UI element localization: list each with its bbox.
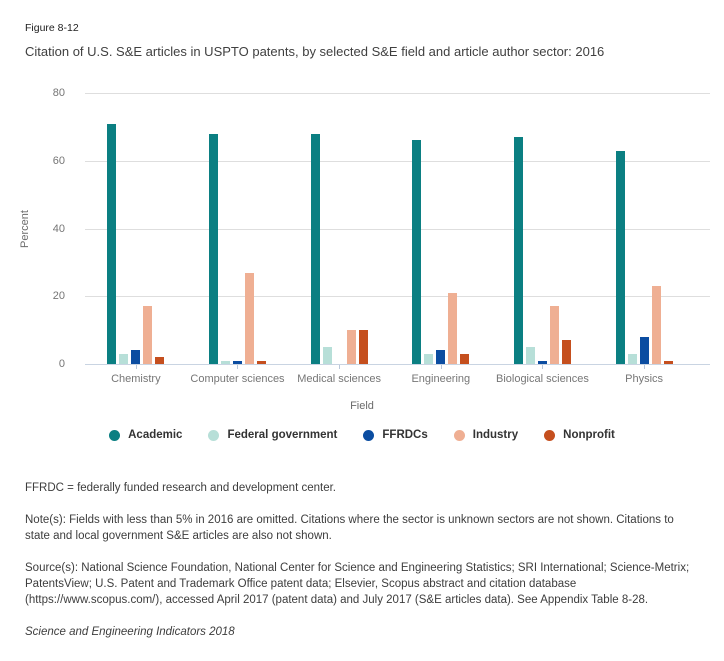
legend-marker-academic xyxy=(109,429,121,441)
bar-group-engineering: Engineering xyxy=(411,93,470,385)
bar-group-biological-sciences: Biological sciences xyxy=(496,93,589,385)
bars-chemistry xyxy=(107,93,165,364)
bar-groups: Chemistry Computer sciences Medical scienc… xyxy=(85,93,695,385)
y-tick-label-40: 40 xyxy=(52,222,65,235)
legend-marker-nonprofit xyxy=(544,429,556,441)
legend-label-ffrdcs: FFRDCs xyxy=(382,429,428,441)
x-tick-biological-sciences xyxy=(542,364,544,369)
gridline-80 xyxy=(85,93,710,94)
x-tick-chemistry xyxy=(135,364,137,369)
x-axis-title: Field xyxy=(350,400,374,412)
bar-academic-medical-sciences xyxy=(310,133,320,364)
bar-industry-chemistry xyxy=(143,306,153,364)
bar-ffrdcs-computer-sciences xyxy=(232,360,242,364)
category-label-biological-sciences: Biological sciences xyxy=(495,373,589,385)
gridline-40 xyxy=(85,228,710,230)
bar-nonprofit-chemistry xyxy=(155,357,165,364)
bar-academic-biological-sciences xyxy=(513,137,523,364)
bar-industry-biological-sciences xyxy=(549,306,559,364)
x-tick-engineering xyxy=(440,364,442,369)
legend-item-federal-government: Federal government xyxy=(208,429,337,441)
footer: FFRDC = federally funded research and de… xyxy=(25,480,701,656)
y-tick-label-20: 20 xyxy=(52,290,65,303)
figure-label: Figure 8-12 xyxy=(25,22,79,34)
abbreviation-note: FFRDC = federally funded research and de… xyxy=(25,482,336,494)
bar-group-medical-sciences: Medical sciences xyxy=(297,93,381,385)
legend-label-federal-government: Federal government xyxy=(227,429,338,441)
gridline-20 xyxy=(85,296,710,298)
bar-nonprofit-computer-sciences xyxy=(256,360,266,364)
bar-academic-physics xyxy=(615,150,625,364)
legend-item-nonprofit: Nonprofit xyxy=(544,429,615,441)
bar-industry-medical-sciences xyxy=(346,330,356,364)
legend-item-academic: Academic xyxy=(109,429,182,441)
bar-group-chemistry: Chemistry xyxy=(107,93,165,385)
bar-nonprofit-medical-sciences xyxy=(358,330,368,364)
legend: Academic Federal government FFRDCs Industry… xyxy=(0,429,724,441)
chart-title: Citation of U.S. S&E articles in USPTO p… xyxy=(25,44,605,59)
bars-biological-sciences xyxy=(513,93,571,364)
bars-engineering xyxy=(412,93,470,364)
y-tick-label-60: 60 xyxy=(52,154,65,167)
bars-physics xyxy=(615,93,673,364)
publication-title: Science and Engineering Indicators 2018 xyxy=(25,626,235,638)
x-tick-computer-sciences xyxy=(237,364,239,369)
y-tick-label-80: 80 xyxy=(52,87,65,99)
legend-label-industry: Industry xyxy=(472,429,519,441)
legend-marker-federal-government xyxy=(208,429,220,441)
legend-item-ffrdcs: FFRDCs xyxy=(363,429,428,441)
bar-academic-chemistry xyxy=(107,123,117,364)
bar-ffrdcs-chemistry xyxy=(131,350,141,364)
bar-federal-government-computer-sciences xyxy=(220,360,230,364)
bar-nonprofit-engineering xyxy=(460,353,470,364)
bars-computer-sciences xyxy=(208,93,266,364)
plot-area xyxy=(85,93,710,365)
y-tick-label-0: 0 xyxy=(58,358,65,370)
bar-ffrdcs-physics xyxy=(639,336,649,364)
category-label-chemistry: Chemistry xyxy=(111,373,161,385)
bar-federal-government-biological-sciences xyxy=(525,347,535,364)
x-tick-physics xyxy=(644,364,646,369)
bar-academic-computer-sciences xyxy=(208,133,218,364)
sources-text: Source(s): National Science Foundation, … xyxy=(25,562,690,606)
legend-label-academic: Academic xyxy=(128,429,183,441)
gridline-60 xyxy=(85,160,710,162)
category-label-medical-sciences: Medical sciences xyxy=(297,373,382,385)
notes-text: Note(s): Fields with less than 5% in 201… xyxy=(25,514,674,542)
bar-group-physics: Physics xyxy=(615,93,673,385)
x-tick-medical-sciences xyxy=(339,364,341,369)
bar-nonprofit-physics xyxy=(663,360,673,364)
bar-industry-engineering xyxy=(448,292,458,364)
bar-industry-physics xyxy=(651,286,661,364)
bar-ffrdcs-engineering xyxy=(436,350,446,364)
y-axis-tick-labels: 0 20 40 60 80 xyxy=(30,87,75,370)
legend-marker-industry xyxy=(453,429,465,441)
bar-federal-government-chemistry xyxy=(119,353,129,364)
legend-marker-ffrdcs xyxy=(363,429,375,441)
category-label-computer-sciences: Computer sciences xyxy=(190,373,285,385)
bar-nonprofit-biological-sciences xyxy=(561,340,571,364)
gridline-0 xyxy=(85,364,710,365)
bar-ffrdcs-biological-sciences xyxy=(537,360,547,364)
bar-academic-engineering xyxy=(412,140,422,364)
bar-federal-government-medical-sciences xyxy=(322,347,332,364)
category-label-physics: Physics xyxy=(625,373,664,385)
bar-group-computer-sciences: Computer sciences xyxy=(190,93,285,385)
legend-label-nonprofit: Nonprofit xyxy=(563,429,615,441)
bar-federal-government-physics xyxy=(627,353,637,364)
bar-industry-computer-sciences xyxy=(244,272,254,364)
legend-item-industry: Industry xyxy=(453,429,519,441)
category-label-engineering: Engineering xyxy=(411,373,471,385)
bars-medical-sciences xyxy=(310,93,368,364)
bar-federal-government-engineering xyxy=(424,353,434,364)
